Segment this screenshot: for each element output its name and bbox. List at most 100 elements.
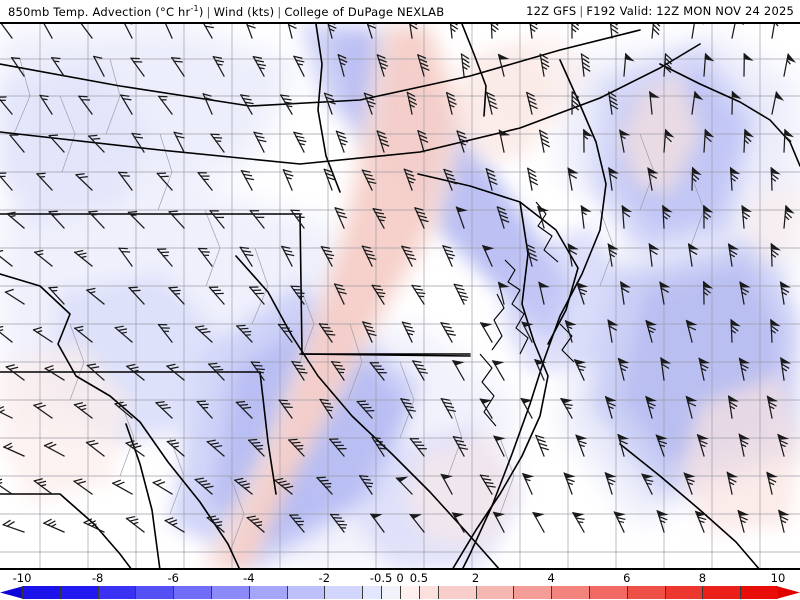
wind-barb — [738, 433, 750, 457]
wind-barb — [155, 401, 173, 419]
wind-barb — [455, 206, 468, 229]
wind-barb — [130, 57, 145, 77]
wind-barb — [770, 242, 781, 267]
wind-barb — [75, 173, 93, 191]
wind-barb — [608, 166, 620, 191]
wind-barb — [44, 365, 65, 381]
colorbar-tick-label: -2 — [318, 571, 331, 585]
wind-barb — [401, 245, 417, 267]
wind-barb-field — [0, 24, 797, 533]
wind-barb — [330, 360, 346, 381]
colorbar-segment — [589, 586, 627, 599]
wind-barb — [401, 321, 415, 343]
wind-barb — [663, 53, 673, 77]
wind-barb — [32, 326, 53, 343]
colorbar-tick-label: 6 — [623, 571, 631, 585]
wind-barb — [571, 24, 580, 39]
wind-barb — [85, 439, 105, 457]
wind-barb — [777, 509, 790, 533]
wind-barb — [293, 131, 307, 153]
colorbar-tick-label: 0 — [396, 571, 404, 585]
wind-barb — [203, 24, 214, 39]
wind-barb — [250, 361, 265, 381]
wind-barb — [117, 171, 133, 191]
model-cycle-label: 12Z GFS — [526, 4, 577, 18]
wind-barb — [253, 131, 267, 153]
wind-barb — [210, 133, 225, 153]
colorbar-segment — [362, 586, 382, 599]
map-canvas[interactable] — [0, 22, 800, 570]
colorbar-under-arrow — [0, 586, 22, 599]
wind-barb — [249, 209, 265, 229]
wind-barb — [453, 283, 469, 305]
wind-barb — [683, 472, 696, 495]
wind-barb — [604, 395, 617, 419]
colorbar-end-arrows — [0, 586, 800, 599]
colorbar-tick-label: -10 — [12, 571, 32, 585]
wind-barb — [538, 281, 550, 305]
wind-barb — [641, 473, 654, 495]
wind-barb — [703, 204, 714, 229]
page-title: 850mb Temp. Advection (°C hr-1) | Wind (kt… — [8, 4, 444, 19]
wind-barb — [537, 205, 549, 229]
wind-barb — [208, 286, 225, 305]
wind-barb — [0, 172, 13, 191]
wind-barb — [173, 131, 185, 153]
wind-barb — [114, 401, 133, 419]
wind-barb — [412, 360, 428, 381]
model-separator: | — [579, 4, 584, 18]
wind-barb — [209, 210, 225, 229]
wind-barb — [563, 472, 576, 495]
wind-barb — [743, 128, 755, 153]
wind-barb — [361, 245, 377, 267]
overlay-label: Wind (kts) — [213, 4, 275, 19]
wind-barb — [655, 434, 668, 457]
wind-barb — [372, 207, 387, 229]
wind-barb — [287, 24, 297, 39]
wind-barb — [479, 322, 493, 343]
wind-barb — [0, 404, 13, 419]
wind-barb — [580, 53, 591, 77]
wind-barb — [320, 245, 335, 267]
wind-barb — [197, 247, 213, 267]
wind-barb — [406, 91, 418, 115]
wind-barb — [496, 206, 510, 229]
colorbar-tick-label: 8 — [698, 571, 707, 585]
colorbar-segment — [551, 586, 589, 599]
colorbar-segment — [418, 586, 438, 599]
wind-barb — [156, 248, 173, 267]
wind-barb — [197, 171, 213, 191]
wind-barb — [607, 319, 619, 343]
wind-barb — [582, 128, 594, 153]
wind-barb — [571, 512, 585, 533]
wind-barb — [694, 510, 708, 533]
wind-barb — [127, 210, 145, 229]
wind-barb — [417, 54, 430, 77]
wind-barb — [318, 323, 336, 343]
wind-barb — [619, 129, 631, 153]
wind-barb — [617, 357, 630, 381]
wind-barb — [152, 479, 173, 495]
wind-barb — [273, 477, 294, 495]
wind-barb — [0, 96, 13, 115]
wind-barb — [417, 129, 429, 153]
wind-barb — [687, 242, 699, 267]
wind-barb — [206, 439, 225, 457]
wind-barb — [125, 515, 145, 533]
wind-barb — [48, 134, 65, 153]
wind-barb — [445, 91, 457, 115]
colorbar-segment — [173, 586, 211, 599]
colorbar-tick-label: 2 — [471, 571, 480, 585]
wind-barb — [726, 471, 738, 495]
wind-barb — [118, 247, 133, 267]
wind-barb — [443, 168, 457, 191]
wind-barb — [0, 249, 13, 267]
colorbar-tick-label: 0.5 — [409, 571, 429, 585]
title-separator-1: | — [206, 4, 211, 19]
wind-barb — [278, 399, 293, 419]
colorbar-gradient[interactable] — [0, 586, 800, 599]
wind-barb — [290, 285, 305, 305]
wind-barb — [656, 509, 669, 533]
wind-barb — [395, 476, 413, 495]
wind-barb — [165, 24, 173, 39]
